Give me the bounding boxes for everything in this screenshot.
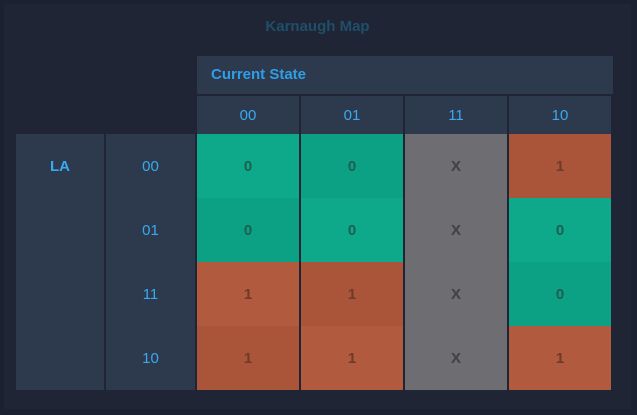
kmap-title: Karnaugh Map xyxy=(265,18,370,35)
column-header-01: 01 xyxy=(301,96,403,134)
column-variable-header: Current State xyxy=(197,56,613,94)
kmap-cell-r00-c10: 1 xyxy=(509,134,611,198)
kmap-cell-r10-c00: 1 xyxy=(197,326,299,390)
kmap-cell-r00-c11: X xyxy=(405,134,507,198)
row-header-01: 01 xyxy=(106,198,195,262)
kmap-cell-r11-c10: 0 xyxy=(509,262,611,326)
kmap-cell-r01-c01: 0 xyxy=(301,198,403,262)
kmap-cell-r11-c11: X xyxy=(405,262,507,326)
kmap-cell-r00-c00: 0 xyxy=(197,134,299,198)
row-header-10: 10 xyxy=(106,326,195,390)
kmap-cell-r00-c01: 0 xyxy=(301,134,403,198)
row-header-00: 00 xyxy=(106,134,195,198)
column-variable-label: Current State xyxy=(211,66,307,83)
column-header-00: 00 xyxy=(197,96,299,134)
kmap-cell-r11-c00: 1 xyxy=(197,262,299,326)
kmap-cell-r10-c11: X xyxy=(405,326,507,390)
column-header-11: 11 xyxy=(405,96,507,134)
kmap-cell-r10-c10: 1 xyxy=(509,326,611,390)
row-variable-label: LA xyxy=(16,134,104,390)
kmap-cell-r01-c00: 0 xyxy=(197,198,299,262)
kmap-cell-r01-c10: 0 xyxy=(509,198,611,262)
kmap-frame: Karnaugh Map Current State 00 01 11 10 LA 00 0… xyxy=(4,4,631,409)
column-header-10: 10 xyxy=(509,96,611,134)
kmap-cell-r11-c01: 1 xyxy=(301,262,403,326)
kmap-cell-r01-c11: X xyxy=(405,198,507,262)
row-header-11: 11 xyxy=(106,262,195,326)
kmap-cell-r10-c01: 1 xyxy=(301,326,403,390)
